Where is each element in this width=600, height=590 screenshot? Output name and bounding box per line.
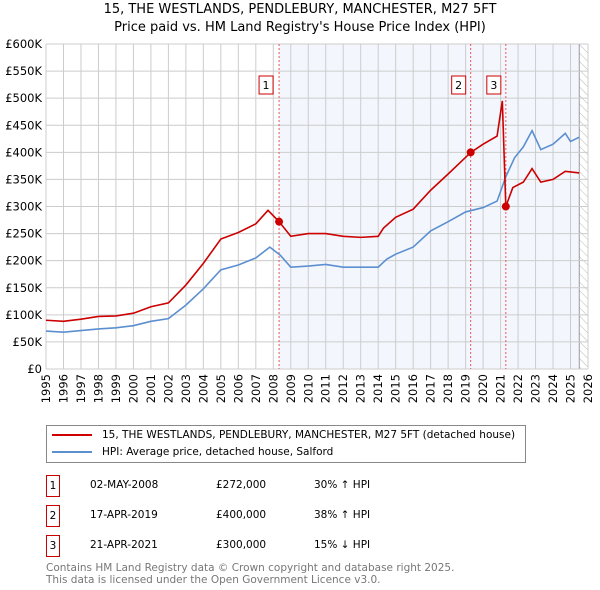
- x-tick-label: 2021: [494, 374, 508, 403]
- sale-price: £300,000: [216, 539, 267, 551]
- sale-row: 2 17-APR-2019 £400,000 38% ↑ HPI: [46, 505, 546, 527]
- footer-line: This data is licensed under the Open Gov…: [46, 574, 381, 586]
- y-tick-label: £450K: [5, 118, 42, 132]
- x-tick-label: 2005: [214, 374, 228, 403]
- x-tick-label: 2002: [161, 374, 175, 403]
- y-tick-label: £50K: [13, 335, 43, 349]
- sale-point: [466, 148, 475, 157]
- x-tick-label: 2015: [389, 374, 403, 403]
- y-tick-label: £600K: [5, 37, 42, 51]
- legend-item-property: 15, THE WESTLANDS, PENDLEBURY, MANCHESTE…: [52, 427, 515, 443]
- sale-point: [501, 202, 510, 211]
- sale-label-box: [451, 75, 467, 95]
- sale-label: 2: [455, 79, 462, 92]
- legend: 15, THE WESTLANDS, PENDLEBURY, MANCHESTE…: [46, 425, 526, 463]
- x-tick-label: 2024: [546, 374, 560, 403]
- y-tick-label: £350K: [5, 172, 42, 186]
- x-tick-label: 1996: [56, 374, 70, 403]
- sale-point: [275, 217, 284, 226]
- x-tick-label: 2018: [441, 374, 455, 403]
- x-tick-label: 2006: [231, 374, 245, 403]
- x-tick-label: 2026: [581, 374, 595, 403]
- y-tick-label: £150K: [5, 281, 42, 295]
- x-tick-label: 1998: [91, 374, 105, 403]
- x-tick-label: 1999: [109, 374, 123, 403]
- sale-price: £272,000: [216, 479, 267, 491]
- y-tick-label: £200K: [5, 254, 42, 268]
- x-tick-label: 2025: [564, 374, 578, 403]
- sale-marker: 1: [46, 475, 60, 497]
- y-tick-label: £300K: [5, 200, 42, 214]
- x-tick-label: 1997: [74, 374, 88, 403]
- sale-date: 17-APR-2019: [90, 509, 158, 521]
- footer: Contains HM Land Registry data © Crown c…: [46, 562, 454, 586]
- x-tick-label: 2001: [144, 374, 158, 403]
- x-tick-label: 2016: [406, 374, 420, 403]
- sale-marker: 3: [46, 535, 60, 557]
- footer-line: Contains HM Land Registry data © Crown c…: [46, 562, 455, 574]
- x-tick-label: 2003: [179, 374, 193, 403]
- x-tick-label: 2014: [371, 374, 385, 403]
- sale-label-box: [486, 75, 502, 95]
- y-tick-label: £400K: [5, 145, 42, 159]
- x-tick-label: 2007: [249, 374, 263, 403]
- sale-price: £400,000: [216, 509, 267, 521]
- x-tick-label: 2010: [301, 374, 315, 403]
- sale-label-box: [258, 75, 274, 95]
- x-tick-label: 2004: [196, 374, 210, 403]
- x-tick-label: 2019: [459, 374, 473, 403]
- x-tick-label: 2000: [126, 374, 140, 403]
- x-tick-label: 2008: [266, 374, 280, 403]
- y-tick-label: £550K: [5, 64, 42, 78]
- chart: £0 £50K £100K £150K £200K £250K £300K £350K £400…: [5, 37, 595, 403]
- y-tick-label: £500K: [5, 91, 42, 105]
- chart-subtitle: Price paid vs. HM Land Registry's House …: [114, 20, 486, 35]
- sale-date: 02-MAY-2008: [90, 479, 159, 491]
- sale-hpi: 38% ↑ HPI: [314, 509, 371, 521]
- y-tick-label: £100K: [5, 308, 42, 322]
- x-tick-label: 2009: [284, 374, 298, 403]
- legend-label: 15, THE WESTLANDS, PENDLEBURY, MANCHESTE…: [102, 429, 516, 441]
- x-tick-label: 2022: [511, 374, 525, 403]
- x-tick-label: 2011: [319, 374, 333, 403]
- y-tick-label: £250K: [5, 227, 42, 241]
- sale-label: 1: [263, 79, 270, 92]
- x-tick-label: 2012: [336, 374, 350, 403]
- sale-hpi: 30% ↑ HPI: [314, 479, 371, 491]
- sale-hpi: 15% ↓ HPI: [314, 539, 371, 551]
- legend-label: HPI: Average price, detached house, Salf…: [102, 446, 334, 458]
- sale-label: 3: [490, 79, 497, 92]
- x-tick-label: 2020: [476, 374, 490, 403]
- sale-row: 1 02-MAY-2008 £272,000 30% ↑ HPI: [46, 475, 546, 497]
- sale-row: 3 21-APR-2021 £300,000 15% ↓ HPI: [46, 535, 546, 557]
- series-line: [45, 128, 580, 333]
- x-tick-label: 2023: [529, 374, 543, 403]
- chart-title: 15, THE WESTLANDS, PENDLEBURY, MANCHESTE…: [103, 2, 497, 17]
- legend-item-hpi: HPI: Average price, detached house, Salf…: [52, 444, 333, 460]
- x-tick-label: 1995: [39, 374, 53, 403]
- series-line: [45, 100, 580, 323]
- y-tick-label: £0: [27, 362, 42, 376]
- sale-date: 21-APR-2021: [90, 539, 158, 551]
- x-tick-label: 2017: [424, 374, 438, 403]
- x-tick-label: 2013: [354, 374, 368, 403]
- sale-marker: 2: [46, 505, 60, 527]
